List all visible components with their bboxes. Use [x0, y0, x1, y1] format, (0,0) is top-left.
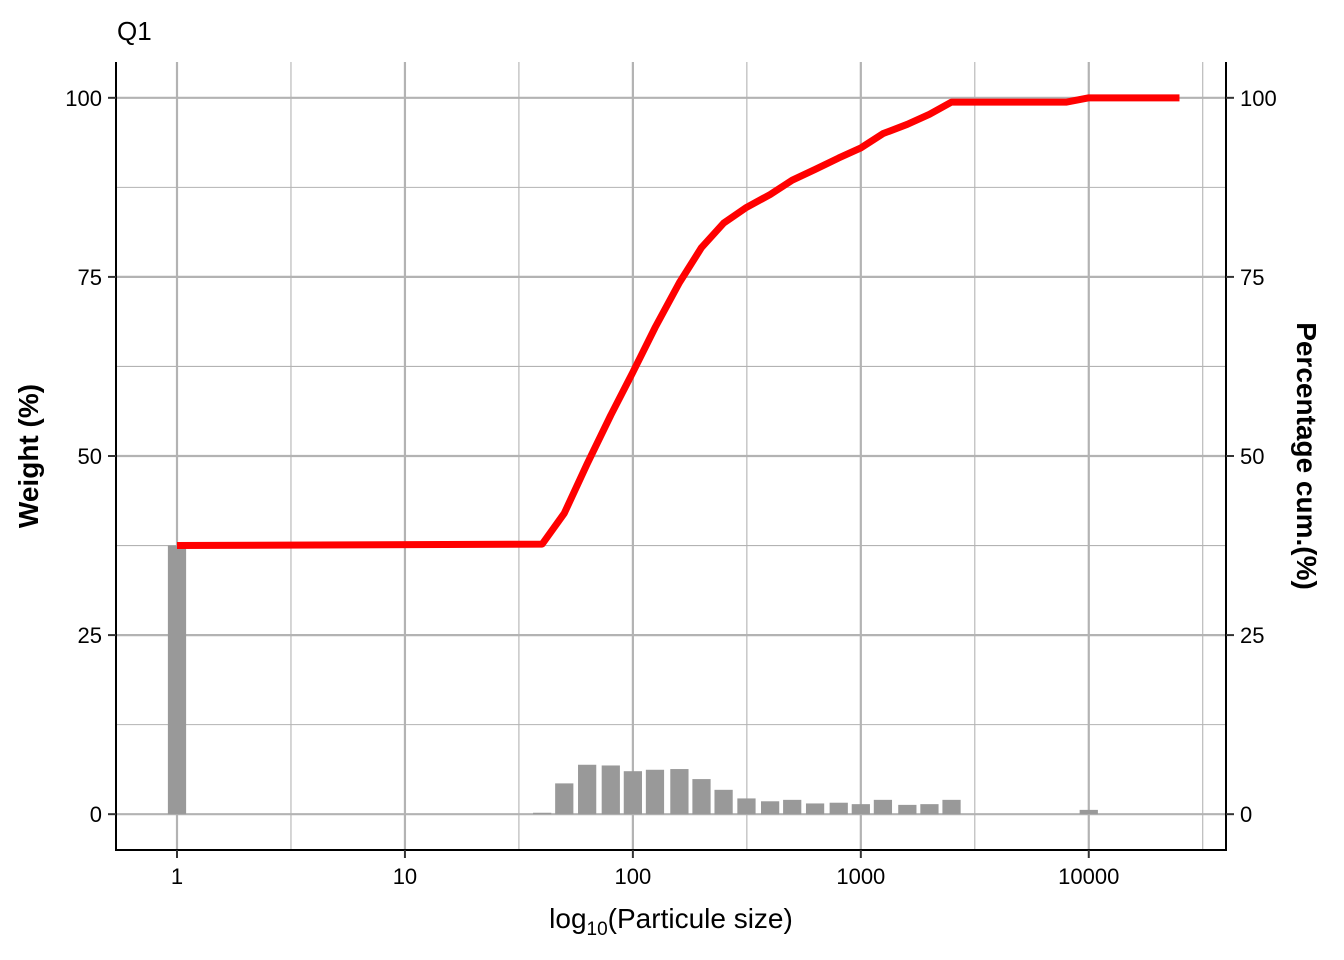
bar — [851, 804, 870, 815]
y-tick-label-left: 50 — [78, 444, 102, 469]
y-axis-title-right: Percentage cum.(%) — [1291, 322, 1322, 590]
bar — [645, 769, 665, 815]
cumulative-line-path — [176, 94, 1180, 550]
bar — [783, 799, 802, 815]
x-tick-label: 1000 — [836, 864, 885, 889]
y-tick-label-right: 0 — [1240, 802, 1252, 827]
chart-title: Q1 — [117, 16, 152, 46]
cumulative-line — [176, 94, 1180, 550]
bar — [942, 799, 961, 815]
y-tick-label-left: 25 — [78, 623, 102, 648]
x-tick-label: 100 — [615, 864, 652, 889]
bar — [737, 798, 756, 815]
y-tick-label-left: 75 — [78, 265, 102, 290]
bars — [167, 545, 1098, 815]
y-axis-title-left: Weight (%) — [13, 384, 44, 528]
bar — [578, 764, 597, 815]
bar — [167, 545, 187, 815]
bar — [623, 771, 642, 815]
x-axis-title-subscript: 10 — [587, 919, 608, 940]
tick-labels: 1 10 100 1000 10000 0 0 25 25 50 50 75 75 100 100 — [65, 86, 1276, 889]
bar — [805, 803, 825, 815]
bar — [692, 779, 711, 815]
y-tick-label-left: 0 — [90, 802, 102, 827]
x-axis-title-text: (Particule size) — [608, 903, 793, 934]
bar — [760, 801, 780, 815]
y-tick-label-right: 25 — [1240, 623, 1264, 648]
bar — [898, 804, 917, 815]
y-tick-label-right: 50 — [1240, 444, 1264, 469]
grid — [116, 62, 1226, 850]
x-tick-label: 10000 — [1058, 864, 1119, 889]
axes — [108, 62, 1234, 858]
bar — [920, 804, 939, 815]
bar — [1079, 809, 1098, 815]
bar — [533, 812, 552, 815]
bar — [601, 765, 620, 815]
bar — [829, 802, 848, 815]
bar — [670, 769, 689, 815]
x-axis-title-prefix: log — [549, 903, 586, 934]
x-axis-title: log10(Particule size) — [549, 903, 793, 940]
y-tick-label-left: 100 — [65, 86, 102, 111]
y-tick-label-right: 100 — [1240, 86, 1277, 111]
bar — [555, 783, 574, 815]
x-tick-label: 10 — [393, 864, 417, 889]
bar — [873, 799, 893, 815]
y-tick-label-right: 75 — [1240, 265, 1264, 290]
x-tick-label: 1 — [171, 864, 183, 889]
bar — [714, 789, 733, 815]
